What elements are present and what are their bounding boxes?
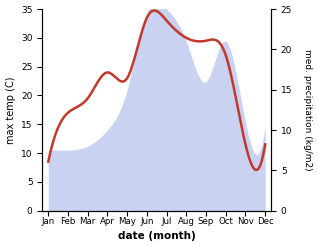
X-axis label: date (month): date (month) (118, 231, 196, 242)
Y-axis label: med. precipitation (kg/m2): med. precipitation (kg/m2) (303, 49, 313, 171)
Y-axis label: max temp (C): max temp (C) (5, 76, 16, 144)
